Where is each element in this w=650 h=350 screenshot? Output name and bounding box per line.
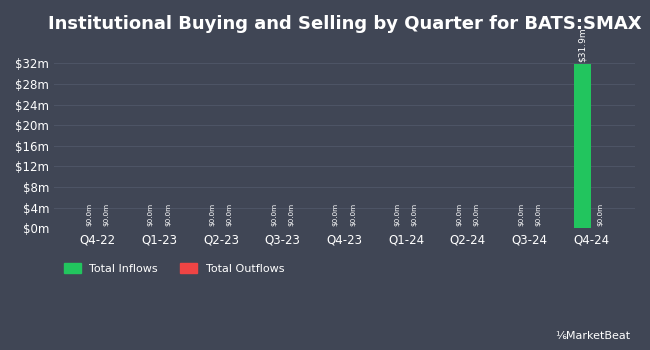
Text: $0.0m: $0.0m: [473, 203, 480, 226]
Text: $0.0m: $0.0m: [535, 203, 541, 226]
Text: $0.0m: $0.0m: [227, 203, 233, 226]
Text: $0.0m: $0.0m: [350, 203, 356, 226]
Text: $0.0m: $0.0m: [86, 203, 92, 226]
Text: ⅙MarketBeat: ⅙MarketBeat: [555, 331, 630, 341]
Text: $0.0m: $0.0m: [209, 203, 215, 226]
Text: $0.0m: $0.0m: [412, 203, 418, 226]
Text: $0.0m: $0.0m: [597, 203, 603, 226]
Text: $0.0m: $0.0m: [289, 203, 294, 226]
Text: $0.0m: $0.0m: [333, 203, 339, 226]
Text: $0.0m: $0.0m: [165, 203, 171, 226]
Text: $0.0m: $0.0m: [103, 203, 109, 226]
Text: $0.0m: $0.0m: [395, 203, 400, 226]
Text: $31.9m: $31.9m: [578, 28, 587, 62]
Text: $0.0m: $0.0m: [148, 203, 153, 226]
Bar: [574, 64, 592, 228]
Legend: Total Inflows, Total Outflows: Total Inflows, Total Outflows: [59, 259, 289, 278]
Text: $0.0m: $0.0m: [456, 203, 462, 226]
Text: $0.0m: $0.0m: [518, 203, 524, 226]
Title: Institutional Buying and Selling by Quarter for BATS:SMAX: Institutional Buying and Selling by Quar…: [47, 15, 642, 33]
Text: $0.0m: $0.0m: [271, 203, 277, 226]
